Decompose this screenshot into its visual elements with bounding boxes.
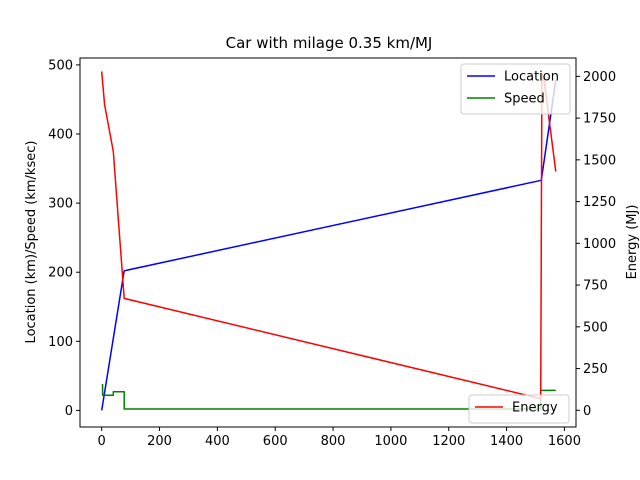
axes-layer: 0 200 400 600 800 1000 1200 1400 160001002003004…: [48, 57, 616, 449]
y-axis-title: Location (km)/Speed (km/ksec): [24, 141, 39, 344]
y-tick-label: 300: [48, 197, 73, 212]
x-tick-label: 1400: [490, 434, 523, 449]
legend-box-bottom-right: [468, 394, 570, 424]
x-tick-label: 1000: [374, 434, 407, 449]
y2-tick-label: 1250: [583, 195, 616, 210]
y-tick-label: 400: [48, 128, 73, 143]
y-tick-label: 0: [65, 404, 73, 419]
y2-tick-label: 2000: [583, 70, 616, 85]
x-tick-label: 400: [205, 434, 230, 449]
y2-tick-label: 250: [583, 362, 608, 377]
y2-axis-title: Energy (MJ): [625, 205, 640, 280]
x-tick-label: 1600: [548, 434, 581, 449]
y2-tick-label: 1000: [583, 237, 616, 252]
x-tick-label: 600: [263, 434, 288, 449]
plot-frame: [79, 57, 577, 428]
legend-label-energy: Energy: [512, 401, 558, 416]
y2-tick-label: 500: [583, 320, 608, 335]
legend-label-location: Location: [504, 70, 559, 85]
y2-tick-label: 1750: [583, 112, 616, 127]
y2-tick-label: 1500: [583, 153, 616, 168]
plot-area: [80, 58, 576, 427]
series-line-location: [100, 79, 557, 411]
x-tick-label: 200: [147, 434, 172, 449]
y2-tick-label: 750: [583, 279, 608, 294]
chart-title: Car with milage 0.35 km/MJ: [226, 34, 433, 52]
y2-tick-label: 0: [583, 404, 591, 419]
legend-layer: Location Speed Energy: [460, 63, 571, 424]
legend-label-speed: Speed: [504, 92, 545, 107]
y-tick-label: 100: [48, 335, 73, 350]
x-tick-label: 800: [321, 434, 346, 449]
y-tick-label: 500: [48, 58, 73, 73]
y-tick-label: 200: [48, 266, 73, 281]
x-tick-label: 0: [98, 434, 106, 449]
x-tick-label: 1200: [432, 434, 465, 449]
